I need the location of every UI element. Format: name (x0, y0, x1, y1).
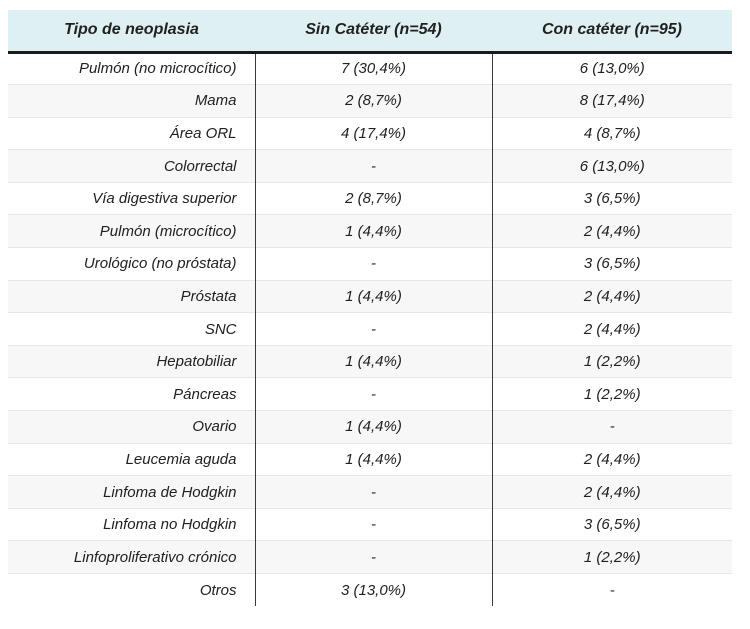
con-cateter-value: 3 (6,5%) (491, 181, 732, 215)
con-cateter-value: 1 (2,2%) (491, 540, 732, 574)
table-row: Leucemia aguda 1 (4,4%) 2 (4,4%) (8, 442, 732, 476)
neoplasia-table-grid: Tipo de neoplasia Sin Catéter (n=54) Con… (8, 10, 732, 607)
con-cateter-value: 2 (4,4%) (491, 214, 732, 248)
table-row: Páncreas - 1 (2,2%) (8, 377, 732, 411)
sin-cateter-value: 1 (4,4%) (254, 442, 492, 476)
sin-cateter-value: - (254, 247, 492, 281)
con-cateter-value: 4 (8,7%) (491, 116, 732, 150)
table-row: Urológico (no próstata) - 3 (6,5%) (8, 247, 732, 281)
con-cateter-value: 3 (6,5%) (491, 507, 732, 541)
neoplasia-type-label: Linfoproliferativo crónico (8, 540, 255, 574)
neoplasia-type-label: Otros (8, 573, 255, 607)
con-cateter-value: 2 (4,4%) (491, 312, 732, 346)
con-cateter-value: 1 (2,2%) (491, 377, 732, 411)
table-row: Linfoma de Hodgkin - 2 (4,4%) (8, 475, 732, 509)
neoplasia-type-label: Linfoma de Hodgkin (8, 475, 255, 509)
table-body: Pulmón (no microcítico) 7 (30,4%) 6 (13,… (8, 52, 732, 607)
neoplasia-type-label: Hepatobiliar (8, 344, 255, 378)
column-header-sin-cateter: Sin Catéter (n=54) (255, 10, 492, 54)
sin-cateter-value: 7 (30,4%) (254, 52, 492, 85)
table-row: Pulmón (no microcítico) 7 (30,4%) 6 (13,… (8, 52, 732, 85)
sin-cateter-value: 4 (17,4%) (254, 116, 492, 150)
neoplasia-type-label: Urológico (no próstata) (8, 247, 255, 281)
sin-cateter-value: - (254, 507, 492, 541)
neoplasia-type-label: Páncreas (8, 377, 255, 411)
sin-cateter-value: 1 (4,4%) (254, 410, 492, 444)
table-row: Linfoma no Hodgkin - 3 (6,5%) (8, 507, 732, 541)
neoplasia-type-label: Pulmón (no microcítico) (78, 60, 237, 78)
table-row: Área ORL 4 (17,4%) 4 (8,7%) (8, 116, 732, 150)
table-row: Colorrectal - 6 (13,0%) (8, 149, 732, 183)
con-cateter-value: 6 (13,0%) (491, 52, 732, 85)
table-row: Vía digestiva superior 2 (8,7%) 3 (6,5%) (8, 181, 732, 215)
sin-cateter-value: 1 (4,4%) (254, 214, 492, 248)
sin-cateter-value: - (254, 377, 492, 411)
neoplasia-type-label: Leucemia aguda (8, 442, 255, 476)
con-cateter-value: 8 (17,4%) (491, 84, 732, 118)
table-row: SNC - 2 (4,4%) (8, 312, 732, 346)
sin-cateter-value: 3 (13,0%) (254, 573, 492, 607)
column-header-con-cateter: Con catéter (n=95) (492, 10, 732, 54)
sin-cateter-value: - (254, 540, 492, 574)
table-row: Otros 3 (13,0%) - (8, 573, 732, 607)
neoplasia-type-label: Próstata (8, 279, 255, 313)
neoplasia-type-label: Linfoma no Hodgkin (8, 507, 255, 541)
neoplasia-table: Tipo de neoplasia Sin Catéter (n=54) Con… (8, 10, 732, 607)
sin-cateter-value: - (254, 475, 492, 509)
sin-cateter-value: 2 (8,7%) (254, 84, 492, 118)
table-row: Mama 2 (8,7%) 8 (17,4%) (8, 84, 732, 118)
sin-cateter-value: 1 (4,4%) (254, 279, 492, 313)
neoplasia-type-label: Colorrectal (8, 149, 255, 183)
sin-cateter-value: 1 (4,4%) (254, 344, 492, 378)
table-header: Tipo de neoplasia Sin Catéter (n=54) Con… (8, 10, 732, 54)
header-row: Tipo de neoplasia Sin Catéter (n=54) Con… (8, 10, 732, 54)
neoplasia-type-label: Área ORL (8, 116, 255, 150)
table-row: Ovario 1 (4,4%) - (8, 410, 732, 444)
neoplasia-type-label: Pulmón (microcítico) (8, 214, 255, 248)
table-row: Próstata 1 (4,4%) 2 (4,4%) (8, 279, 732, 313)
table-row: Pulmón (microcítico) 1 (4,4%) 2 (4,4%) (8, 214, 732, 248)
column-header-tipo-neoplasia: Tipo de neoplasia (8, 10, 255, 54)
neoplasia-type-label: Vía digestiva superior (8, 181, 255, 215)
table-row: Linfoproliferativo crónico - 1 (2,2%) (8, 540, 732, 574)
con-cateter-value: 2 (4,4%) (491, 279, 732, 313)
neoplasia-type-label: SNC (8, 312, 255, 346)
con-cateter-value: 2 (4,4%) (491, 442, 732, 476)
sin-cateter-value: 2 (8,7%) (254, 181, 492, 215)
sin-cateter-value: - (254, 149, 492, 183)
sin-cateter-value: - (254, 312, 492, 346)
neoplasia-type-label: Mama (8, 84, 255, 118)
con-cateter-value: 3 (6,5%) (491, 247, 732, 281)
con-cateter-value: - (491, 410, 732, 444)
con-cateter-value: - (491, 573, 732, 607)
table-row: Hepatobiliar 1 (4,4%) 1 (2,2%) (8, 344, 732, 378)
neoplasia-type-label: Ovario (8, 410, 255, 444)
con-cateter-value: 1 (2,2%) (491, 344, 732, 378)
con-cateter-value: 2 (4,4%) (491, 475, 732, 509)
con-cateter-value: 6 (13,0%) (491, 149, 732, 183)
